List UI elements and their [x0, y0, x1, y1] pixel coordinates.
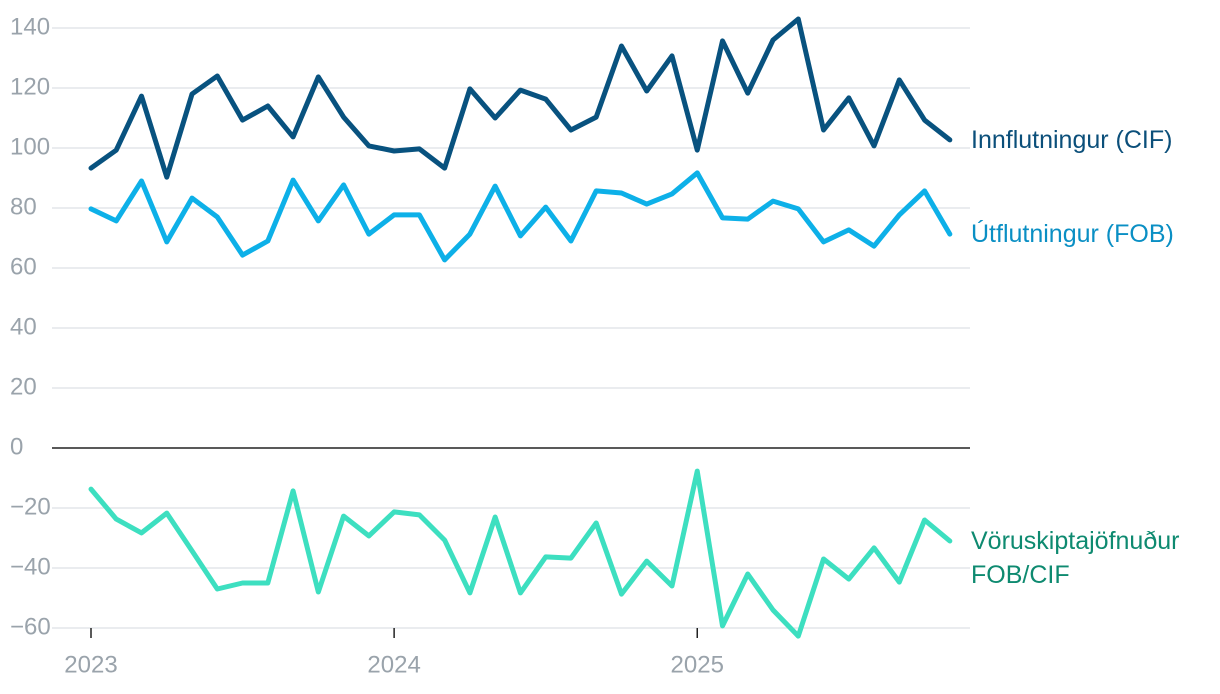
y-tick-label: −40 [10, 553, 51, 580]
series-line [88, 16, 953, 180]
y-tick-label: −20 [10, 493, 51, 520]
x-tick-label: 2024 [367, 651, 420, 678]
x-tick-label: 2025 [671, 651, 724, 678]
y-tick-label: 60 [10, 253, 37, 280]
y-tick-label: 100 [10, 133, 50, 160]
y-tick-label: −60 [10, 613, 51, 640]
series-line [88, 468, 953, 639]
series-label: Útflutningur (FOB) [971, 220, 1174, 249]
y-tick-label: 80 [10, 193, 37, 220]
y-tick-label: 140 [10, 13, 50, 40]
x-tick-label: 2023 [64, 651, 117, 678]
series-label: Innflutningur (CIF) [971, 125, 1173, 154]
y-tick-label: 0 [10, 433, 23, 460]
series-label: Vöruskiptajöfnuður FOB/CIF [971, 527, 1180, 589]
y-tick-label: 120 [10, 73, 50, 100]
y-tick-label: 40 [10, 313, 37, 340]
series-line [88, 170, 953, 263]
y-tick-label: 20 [10, 373, 37, 400]
